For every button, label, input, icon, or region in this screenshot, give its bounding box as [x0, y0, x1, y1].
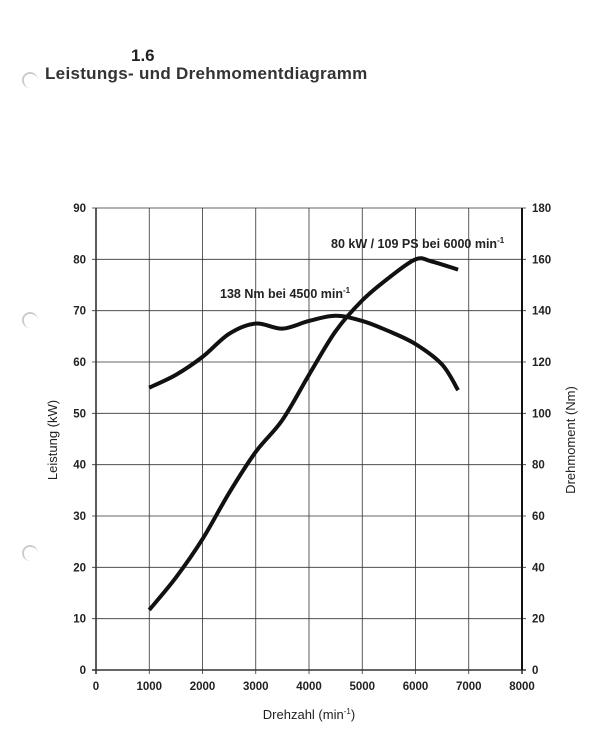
x-tick-label: 2000	[190, 681, 216, 693]
grid	[92, 207, 526, 674]
page-title: Leistungs- und Drehmomentdiagramm	[45, 64, 368, 83]
x-axis-label: Drehzahl (min-1)	[263, 707, 355, 722]
x-tick-label: 5000	[349, 681, 375, 693]
series-lines	[147, 256, 460, 612]
y-tick-label: 10	[73, 614, 86, 626]
y2-tick-label: 60	[532, 511, 545, 523]
y-tick-label: 30	[73, 511, 86, 523]
punch-hole	[22, 312, 38, 328]
punch-hole	[22, 72, 38, 88]
y2-tick-label: 120	[532, 357, 551, 369]
x-tick-label: 4000	[296, 681, 322, 693]
y-tick-label: 40	[73, 460, 86, 472]
x-tick-label: 6000	[403, 681, 429, 693]
y-tick-label: 20	[73, 562, 86, 574]
y-tick-label: 50	[73, 408, 86, 420]
y-axis-label: Leistung (kW)	[45, 400, 60, 480]
y2-tick-label: 160	[532, 254, 551, 266]
annotation-power: 80 kW / 109 PS bei 6000 min-1	[331, 236, 505, 251]
y-tick-label: 70	[73, 306, 86, 318]
x-tick-label: 1000	[136, 681, 162, 693]
y-tick-label: 80	[73, 254, 86, 266]
y2-tick-label: 180	[532, 203, 551, 215]
y-tick-label: 90	[73, 203, 86, 215]
x-tick-label: 3000	[243, 681, 269, 693]
ticks: 0 1000 2000 3000 4000 5000 6000 7000 80000102030…	[73, 203, 551, 693]
y-tick-label: 0	[80, 665, 86, 677]
x-tick-label: 0	[93, 681, 99, 693]
power-curve	[147, 256, 459, 612]
y2-tick-label: 40	[532, 562, 545, 574]
y2-tick-label: 140	[532, 306, 551, 318]
y2-tick-label: 0	[532, 665, 538, 677]
x-tick-label: 7000	[456, 681, 482, 693]
section-number: 1.6	[131, 46, 155, 65]
y2-tick-label: 20	[532, 614, 545, 626]
x-tick-label: 8000	[509, 681, 535, 693]
torque-curve	[148, 313, 460, 392]
y2-axis-label: Drehmoment (Nm)	[563, 386, 578, 494]
punch-hole	[22, 545, 38, 561]
y-tick-label: 60	[73, 357, 86, 369]
annotation-torque: 138 Nm bei 4500 min-1	[220, 286, 351, 301]
y2-tick-label: 80	[532, 460, 545, 472]
y2-tick-label: 100	[532, 408, 551, 420]
